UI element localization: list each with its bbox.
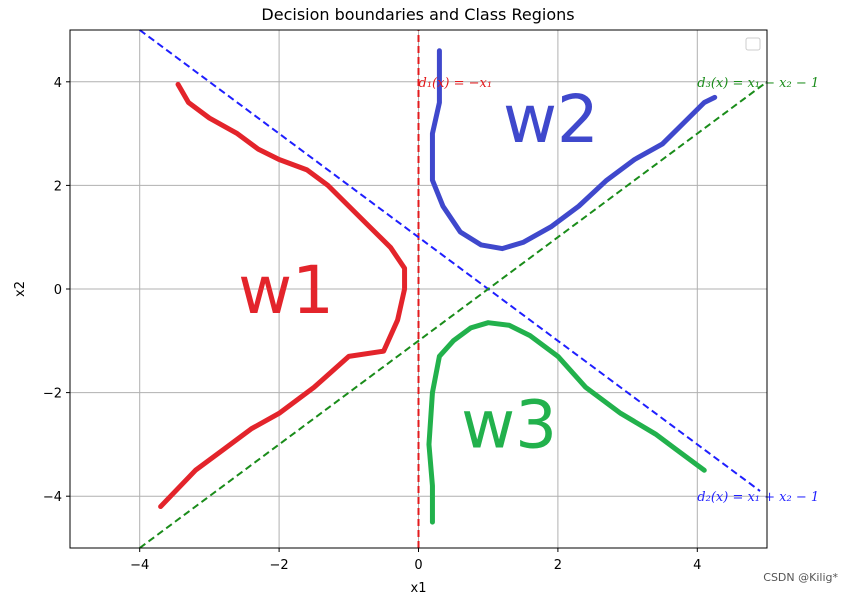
x-axis-label: x1 xyxy=(411,581,427,594)
boundary-line xyxy=(139,80,768,549)
y-tick-label: −4 xyxy=(43,490,62,505)
x-tick-label: −2 xyxy=(270,558,289,573)
chart-title: Decision boundaries and Class Regions xyxy=(261,5,574,24)
boundary-label: d₃(x) = x₁ − x₂ − 1 xyxy=(697,76,819,91)
legend-box xyxy=(745,37,761,51)
boundary-lines xyxy=(139,29,768,549)
axis-ticks: −4 −2 0 2 4 −4 −2 0 2 4 xyxy=(43,76,702,573)
x-tick-label: 4 xyxy=(693,558,701,573)
region-labels: w1 w2 w3 xyxy=(238,81,599,464)
y-tick-label: −2 xyxy=(43,387,62,402)
y-tick-label: 0 xyxy=(54,283,62,298)
region-curves xyxy=(158,48,718,525)
boundary-label: d₂(x) = x₁ + x₂ − 1 xyxy=(697,490,819,505)
boundary-line xyxy=(139,29,761,492)
region-curve xyxy=(429,48,718,252)
y-tick-label: 2 xyxy=(54,179,62,194)
region-curve xyxy=(158,81,408,510)
x-tick-label: 0 xyxy=(414,558,422,573)
x-tick-label: 2 xyxy=(554,558,562,573)
region-label: w3 xyxy=(461,387,557,464)
y-tick-label: 4 xyxy=(54,76,62,91)
region-label: w1 xyxy=(238,252,334,329)
boundary-labels: d₁(x) = −x₁ d₃(x) = x₁ − x₂ − 1 d₂(x) = x₁… xyxy=(419,76,820,505)
plot-frame xyxy=(69,29,768,549)
y-axis-label: x2 xyxy=(13,281,28,297)
region-curve xyxy=(426,320,707,525)
region-label: w2 xyxy=(503,81,599,158)
x-tick-label: −4 xyxy=(130,558,149,573)
watermark: CSDN @Kilig* xyxy=(763,571,838,584)
boundary-label: d₁(x) = −x₁ xyxy=(419,76,493,91)
